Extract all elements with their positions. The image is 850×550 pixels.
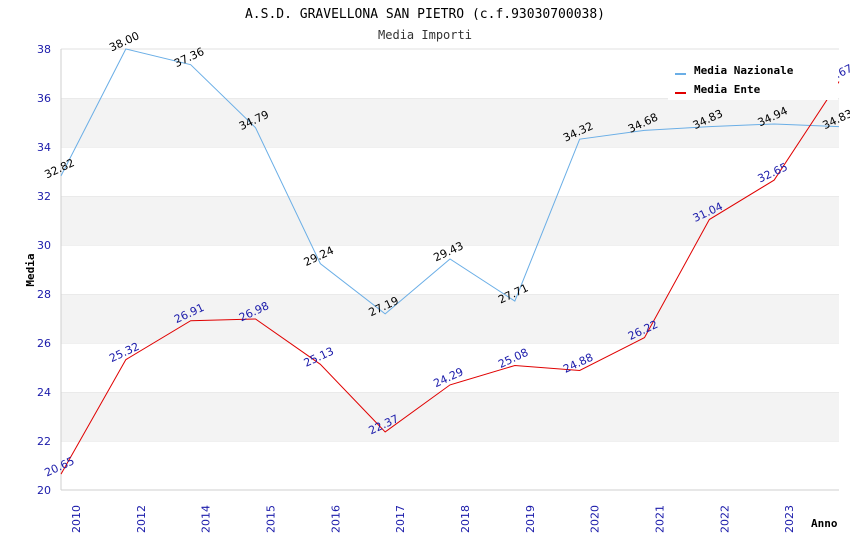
series-line-media-nazionale <box>60 48 840 315</box>
y-tick-label: 20 <box>37 484 51 497</box>
x-tick-label: 2012 <box>135 505 148 533</box>
legend-entry: Media Ente <box>694 83 761 96</box>
axes <box>60 49 839 491</box>
x-axis-label: Anno <box>811 517 838 530</box>
chart-title: A.S.D. GRAVELLONA SAN PIETRO (c.f.930307… <box>245 7 605 22</box>
series-lines <box>60 48 840 475</box>
chart-subtitle: Media Importi <box>378 28 472 42</box>
x-tick-label: 2010 <box>70 505 83 533</box>
x-tick-label: 2020 <box>589 505 602 533</box>
y-tick-label: 34 <box>37 141 51 154</box>
series-line-media-ente <box>60 81 840 475</box>
x-tick-label: 2015 <box>265 505 278 533</box>
x-tick-label: 2016 <box>329 505 342 533</box>
x-tick-label: 2024 <box>848 505 850 533</box>
y-tick-label: 32 <box>37 190 51 203</box>
y-tick-label: 22 <box>37 435 51 448</box>
legend: Media Nazionale Media Ente <box>668 60 838 100</box>
grid-bands <box>61 48 839 490</box>
grid-band <box>61 245 839 294</box>
y-tick-label: 38 <box>37 43 51 56</box>
x-tick-labels: 2010 2012 2014 2015 2016 2017 2018 2019 2020 2021… <box>70 505 850 533</box>
grid-band <box>61 98 839 147</box>
y-tick-label: 28 <box>37 288 51 301</box>
x-tick-label: 2014 <box>200 505 213 533</box>
grid-band <box>61 392 839 441</box>
legend-entry: Media Nazionale <box>694 64 794 77</box>
y-tick-label: 24 <box>37 386 51 399</box>
x-tick-label: 2023 <box>783 505 796 533</box>
y-tick-label: 30 <box>37 239 51 252</box>
y-tick-label: 26 <box>37 337 51 350</box>
x-tick-label: 2021 <box>654 505 667 533</box>
x-tick-label: 2022 <box>718 505 731 533</box>
y-tick-label: 36 <box>37 92 51 105</box>
grid-band <box>61 441 839 490</box>
grid-band <box>61 196 839 245</box>
grid-band <box>61 294 839 343</box>
y-tick-labels: 20 22 24 26 28 30 32 34 36 38 <box>37 43 51 497</box>
y-axis-label: Media <box>24 253 37 286</box>
x-tick-label: 2018 <box>459 505 472 533</box>
grid-band <box>61 147 839 196</box>
x-tick-label: 2019 <box>524 505 537 533</box>
x-tick-label: 2017 <box>394 505 407 533</box>
legend-box <box>668 60 838 100</box>
grid-band <box>61 343 839 392</box>
